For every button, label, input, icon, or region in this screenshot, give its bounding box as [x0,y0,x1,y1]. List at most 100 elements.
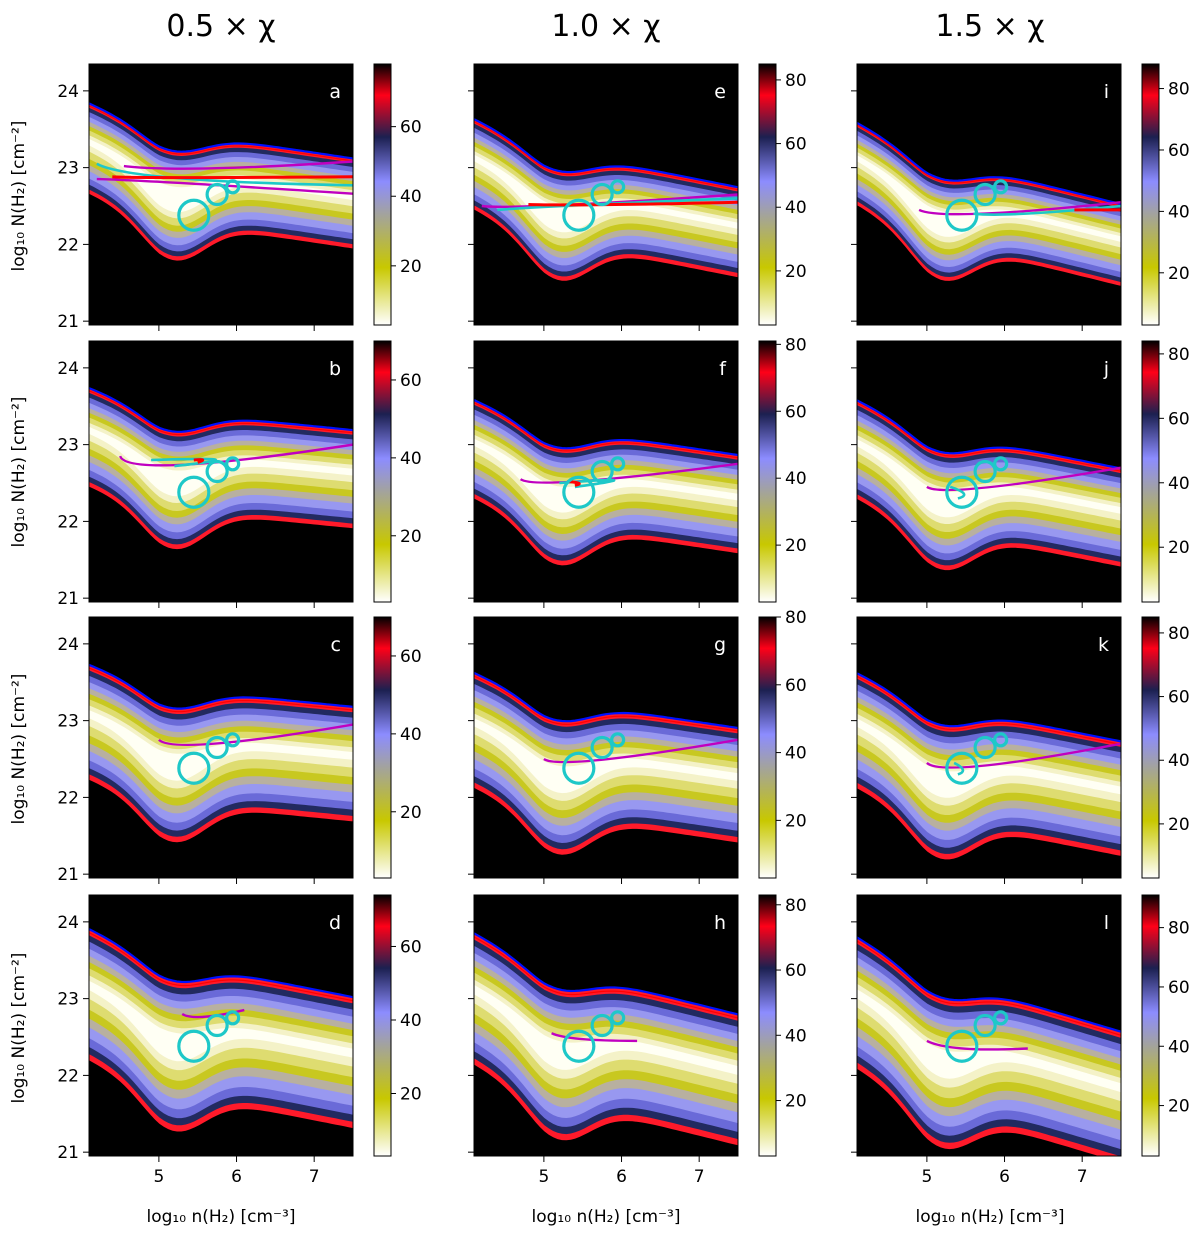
observation-circle [993,1010,1009,1026]
contour-edge [857,124,1121,207]
heatmap-band [89,980,353,1062]
colorbar-tick-label: 20 [400,1085,422,1105]
column-title-3: 1.5 × χ [935,9,1044,44]
panel-label: e [714,81,726,103]
panel-k: k 20 40 60 80 [851,616,1190,884]
heatmap [89,387,353,550]
observation-circle [225,1010,241,1026]
y-tick-label: 22 [57,788,79,808]
colorbar-tick-label: 60 [400,937,422,957]
colorbar-tick-label: 80 [1168,919,1190,939]
contour-red [112,175,353,180]
x-tick-label: 5 [921,1167,932,1187]
panel-label: h [714,912,726,934]
panel-label: i [1104,81,1109,103]
observation-circle [610,179,626,195]
panel-l: l 5 6 7 20 40 60 80 [851,894,1190,1187]
heatmap-band [474,438,738,513]
observation-circle [562,751,596,785]
panel-label: a [329,81,341,103]
contour-edge [89,105,353,162]
colorbar [758,616,777,879]
observation-circle [177,198,211,232]
observation-circle [590,735,614,760]
contour-magenta [123,160,353,170]
observation-circle [590,182,614,207]
heatmap [857,399,1121,571]
observation-circle [205,182,229,207]
panel-label: g [714,634,726,656]
contour-edge [474,671,738,730]
colorbar-tick-label: 40 [400,1011,422,1031]
heatmap-band [857,718,1121,798]
x-tick-label: 5 [153,1167,164,1187]
observation-circle [562,198,596,232]
contour-edge [474,121,738,191]
panel-e: e 20 40 60 80 [468,63,807,331]
panel-grid: a 21 22 23 24 20 40 60 b 21 22 23 24 20 40 60 c 21 22 23 24 2… [57,63,1190,1187]
heatmap [857,936,1121,1156]
panel-b: b 21 22 23 24 20 40 60 [57,340,422,609]
contour-edge [89,663,353,710]
x-tick-label: 5 [538,1167,549,1187]
observation-circle [945,198,979,232]
colorbar-tick-label: 80 [785,335,807,355]
heatmap [89,928,353,1132]
colorbar-tick-label: 40 [785,198,807,218]
x-axis-label-3: log₁₀ n(H₂) [cm⁻³] [916,1207,1065,1227]
observation-circle [973,182,997,207]
y-tick-label: 23 [57,159,79,179]
y-axis-label-3: log₁₀ N(H₂) [cm⁻²] [9,674,29,825]
observation-circle [177,475,211,509]
colorbar-tick-label: 40 [785,1026,807,1046]
panel-frame [856,63,1122,326]
x-axis-label-2: log₁₀ n(H₂) [cm⁻³] [532,1207,681,1227]
column-title-1: 0.5 × χ [166,9,275,44]
panel-f: f 20 40 60 80 [468,335,807,608]
colorbar [373,340,392,603]
observation-circle [993,456,1009,472]
y-tick-label: 22 [57,512,79,532]
colorbar-tick-label: 60 [400,371,422,391]
contour-edge [474,399,738,457]
heatmap [857,122,1121,286]
heatmap [89,663,353,843]
heatmap [474,118,738,281]
panel-label: j [1103,358,1109,380]
contour-edge [474,936,738,1019]
colorbar-tick-label: 60 [1168,141,1190,161]
x-axis-label-1: log₁₀ n(H₂) [cm⁻³] [147,1207,296,1227]
y-axis-label-1: log₁₀ N(H₂) [cm⁻²] [9,121,29,272]
colorbar-tick-label: 60 [785,135,807,155]
observation-circle [205,1013,229,1038]
y-tick-label: 24 [57,635,79,655]
observation-circle [205,735,229,760]
heatmap-band [474,984,738,1075]
contour-edge [857,122,1121,206]
colorbar [1141,616,1160,879]
colorbar [373,894,392,1157]
colorbar-tick-label: 20 [785,536,807,556]
heatmap [857,672,1121,860]
contour-edge [89,387,353,433]
observation-circle [225,179,241,195]
y-tick-label: 21 [57,312,79,332]
colorbar [373,616,392,879]
colorbar-tick-label: 80 [1168,345,1190,365]
heatmap-band [857,989,1121,1093]
column-title-2: 1.0 × χ [551,9,660,44]
contour-edge [89,102,353,160]
colorbar-tick-label: 20 [785,811,807,831]
y-tick-label: 23 [57,436,79,456]
colorbar-tick-label: 60 [785,676,807,696]
panel-label: k [1098,634,1109,656]
observation-circle [973,1013,997,1038]
y-tick-label: 23 [57,712,79,732]
panel-i: i 20 40 60 80 [851,63,1190,331]
observation-circle [225,732,241,748]
observation-circle [562,1029,596,1063]
contour-edge [474,118,738,189]
contour-edge [89,667,353,713]
panel-frame [473,340,739,603]
panel-frame [88,340,354,603]
